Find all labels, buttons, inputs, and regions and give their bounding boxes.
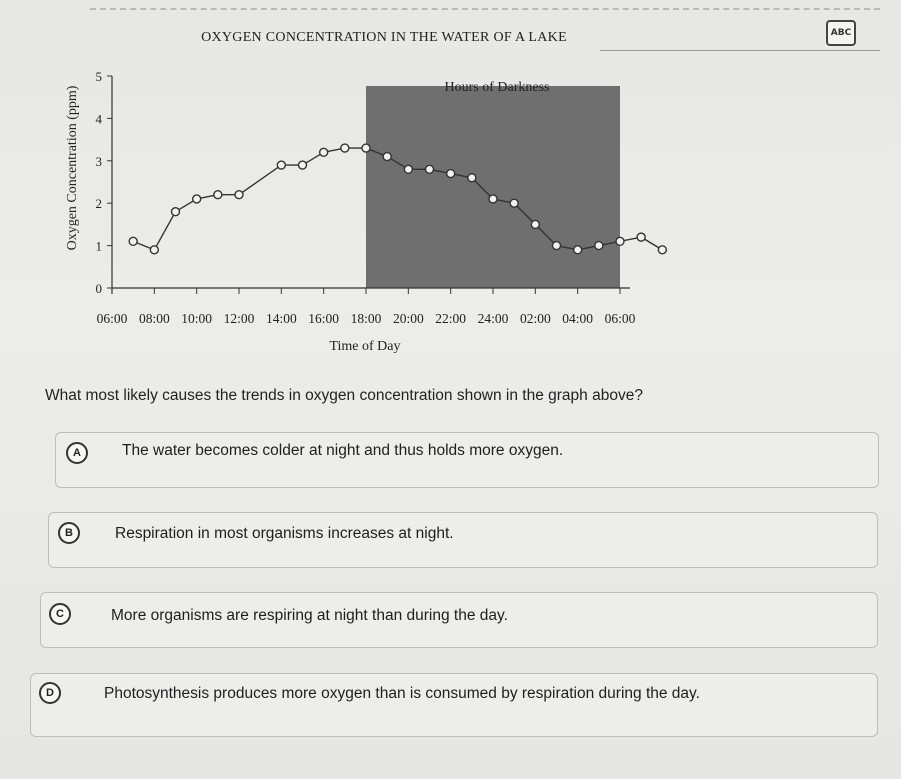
darkness-shading: [366, 86, 620, 288]
option-d-letter: D: [39, 682, 61, 704]
option-b-letter: B: [58, 522, 80, 544]
x-tick-label: 04:00: [562, 311, 593, 326]
x-tick-label: 02:00: [520, 311, 551, 326]
abc-icon[interactable]: ABC: [826, 20, 856, 46]
question-text: What most likely causes the trends in ox…: [45, 387, 643, 404]
header-rule: [600, 50, 880, 51]
x-tick-label: 16:00: [308, 311, 339, 326]
x-tick-label: 14:00: [266, 311, 297, 326]
option-b[interactable]: B Respiration in most organisms increase…: [48, 512, 878, 568]
data-point: [403, 164, 414, 174]
y-tick-label: 3: [96, 154, 103, 169]
series-segment: [471, 177, 494, 200]
data-point: [530, 219, 541, 230]
option-d[interactable]: D Photosynthesis produces more oxygen th…: [30, 673, 878, 737]
data-point: [488, 194, 498, 204]
oxygen-chart: OXYGEN CONCENTRATION IN THE WATER OF A L…: [65, 30, 668, 354]
series-segment: [153, 211, 177, 251]
x-tick-label: 18:00: [351, 311, 382, 326]
option-a-text: The water becomes colder at night and th…: [122, 442, 564, 459]
x-tick-label: 22:00: [435, 311, 466, 326]
data-point: [318, 147, 329, 158]
plot-area: 0 1 2 3 4 5 06:00 08:00 10:00 12:00 14:00 16:00 18:0…: [96, 69, 668, 326]
data-point: [128, 236, 138, 247]
y-tick-label: 1: [96, 239, 103, 254]
option-a-letter: A: [66, 442, 88, 464]
data-point: [361, 143, 371, 153]
y-axis-label: Oxygen Concentration (ppm): [65, 85, 80, 250]
darkness-label: Hours of Darkness: [445, 80, 550, 95]
option-d-text: Photosynthesis produces more oxygen than…: [104, 685, 700, 702]
y-tick-label: 2: [96, 196, 103, 211]
series-segment: [238, 164, 282, 196]
data-point: [445, 168, 456, 179]
x-tick-label: 06:00: [97, 311, 128, 326]
data-point: [213, 190, 223, 200]
data-point: [509, 198, 519, 208]
data-point: [276, 160, 287, 170]
x-tick-label: 06:00: [605, 311, 636, 326]
data-point: [191, 194, 202, 204]
y-tick-label: 0: [96, 281, 103, 296]
data-point: [170, 206, 181, 217]
top-divider: [90, 8, 880, 10]
option-a[interactable]: A The water becomes colder at night and …: [55, 432, 879, 488]
y-tick-label: 5: [96, 69, 103, 84]
x-tick-label: 10:00: [181, 311, 212, 326]
data-point: [297, 160, 308, 170]
data-point: [657, 245, 668, 255]
x-axis-label: Time of Day: [329, 339, 400, 354]
x-tick-label: 24:00: [478, 311, 509, 326]
data-point: [551, 240, 562, 251]
data-point: [340, 143, 350, 153]
option-c-letter: C: [49, 603, 71, 625]
data-point: [636, 232, 646, 242]
data-point: [149, 245, 160, 255]
data-point: [424, 164, 435, 174]
y-tick-label: 4: [96, 111, 103, 126]
x-tick-label: 08:00: [139, 311, 170, 326]
x-tick-label: 20:00: [393, 311, 424, 326]
option-c[interactable]: C More organisms are respiring at night …: [40, 592, 878, 648]
data-point: [615, 236, 625, 247]
data-point: [594, 240, 604, 251]
option-c-text: More organisms are respiring at night th…: [111, 607, 508, 624]
chart-title: OXYGEN CONCENTRATION IN THE WATER OF A L…: [201, 30, 567, 45]
option-b-text: Respiration in most organisms increases …: [115, 525, 454, 542]
series-segment: [534, 223, 557, 247]
data-point: [234, 190, 244, 200]
data-point: [572, 245, 583, 255]
x-tick-label: 12:00: [224, 311, 255, 326]
data-point: [467, 173, 477, 183]
data-point: [382, 151, 392, 162]
series-segment: [513, 202, 536, 225]
